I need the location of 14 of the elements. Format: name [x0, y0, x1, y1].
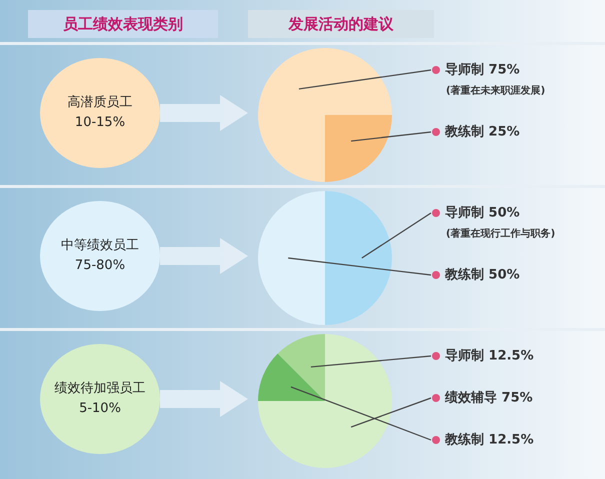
slice-label: 导师制 50% [445, 205, 520, 220]
text: 员工绩效表现类别 [28, 10, 218, 38]
slice-label: 绩效辅导 75% [444, 390, 533, 406]
slice-label: 教练制 50% [444, 267, 520, 282]
text: (著重在未来职涯发展) [446, 84, 546, 97]
chart-title: 发展活动的建议 [248, 10, 434, 38]
text: (著重在现行工作与职务) [446, 228, 556, 240]
text: 中等绩效员工 75-80% [40, 201, 160, 311]
slice-label: 教练制 12.5% [444, 432, 534, 448]
slice-label: 导师制 75% [445, 62, 520, 78]
text: 绩效待加强员工 5-10% [40, 344, 160, 454]
slice-label: 教练制 25% [444, 124, 520, 140]
text: 高潜质员工 10-15% [40, 58, 160, 168]
slice-label: 导师制 12.5% [445, 348, 534, 364]
